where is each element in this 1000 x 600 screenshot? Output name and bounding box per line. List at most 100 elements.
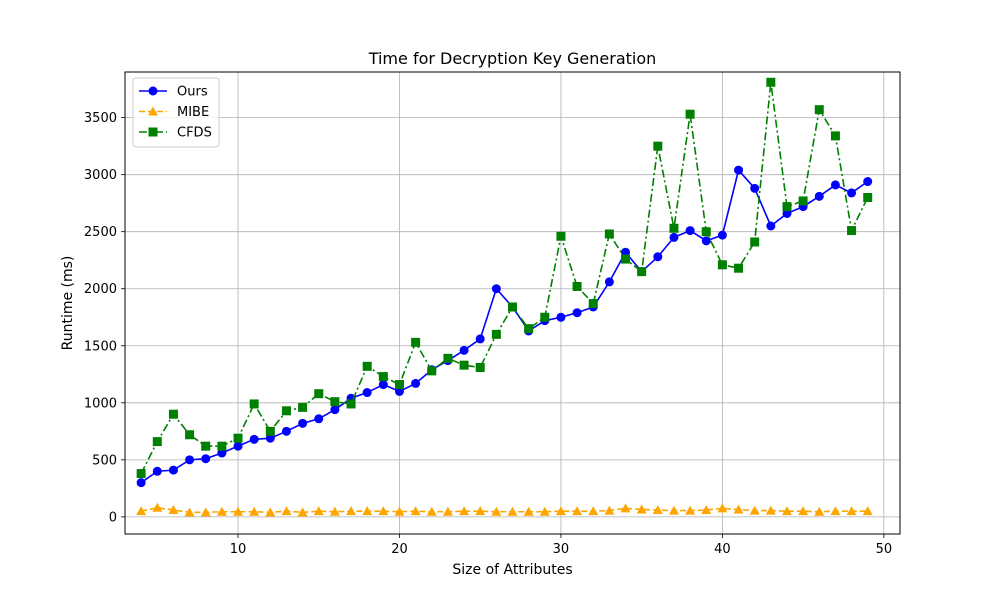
data-point-mibe (749, 505, 760, 515)
data-point-cfds (798, 196, 808, 206)
data-point-ours (685, 226, 695, 236)
data-point-cfds (330, 397, 340, 407)
series-ours (136, 165, 873, 488)
legend-item-mibe: MIBE (139, 105, 209, 120)
data-point-ours (766, 221, 776, 231)
data-point-ours (491, 284, 501, 294)
data-point-ours (653, 252, 663, 262)
data-point-ours (394, 386, 404, 396)
data-point-ours (217, 448, 227, 458)
y-tick-label: 1000 (84, 396, 117, 411)
data-point-mibe (523, 506, 534, 516)
data-point-mibe (814, 506, 825, 516)
legend-marker-ours (148, 86, 158, 96)
data-point-ours (249, 434, 259, 444)
data-point-ours (814, 191, 824, 201)
data-point-mibe (588, 506, 599, 516)
data-point-cfds (814, 105, 824, 115)
data-point-mibe (329, 506, 340, 516)
data-point-cfds (475, 362, 485, 372)
data-point-cfds (185, 430, 195, 440)
data-point-mibe (733, 504, 744, 514)
data-point-cfds (766, 77, 776, 87)
data-point-ours (330, 405, 340, 415)
y-tick-label: 0 (109, 510, 117, 525)
data-point-ours (572, 308, 582, 318)
data-point-cfds (394, 380, 404, 390)
data-point-mibe (313, 506, 324, 516)
x-axis-label: Size of Attributes (452, 562, 572, 578)
data-point-cfds (572, 281, 582, 291)
series-layer (136, 77, 873, 517)
x-tick-label: 30 (553, 542, 570, 557)
data-point-cfds (265, 426, 275, 436)
data-point-cfds (491, 329, 501, 339)
data-point-cfds (717, 260, 727, 270)
y-tick-label: 2000 (84, 282, 117, 297)
series-line-mibe (140, 506, 868, 514)
data-point-cfds (701, 227, 711, 237)
data-point-mibe (152, 502, 163, 512)
data-point-mibe (362, 506, 373, 516)
data-point-ours (734, 165, 744, 175)
series-mibe (136, 502, 873, 517)
x-tick-label: 50 (876, 542, 893, 557)
data-point-ours (378, 380, 388, 390)
series-line-ours (140, 168, 869, 484)
data-point-mibe (636, 504, 647, 514)
legend-label-mibe: MIBE (177, 105, 209, 120)
data-point-ours (669, 232, 679, 242)
data-point-mibe (604, 505, 615, 515)
data-point-mibe (426, 506, 437, 516)
data-point-mibe (701, 505, 712, 515)
data-point-cfds (217, 441, 227, 451)
y-tick-label: 2500 (84, 225, 117, 240)
data-point-cfds (201, 441, 211, 451)
chart-title: Time for Decryption Key Generation (368, 49, 657, 68)
data-point-cfds (281, 406, 291, 416)
data-point-mibe (765, 505, 776, 515)
data-point-cfds (152, 437, 162, 447)
data-point-ours (847, 188, 857, 198)
data-point-ours (152, 466, 162, 476)
data-point-ours (717, 230, 727, 240)
legend-label-cfds: CFDS (177, 126, 212, 141)
data-point-ours (830, 180, 840, 190)
legend-label-ours: Ours (177, 85, 208, 100)
data-point-mibe (717, 503, 728, 513)
data-point-mibe (233, 506, 244, 516)
data-point-mibe (378, 506, 389, 516)
data-point-mibe (249, 506, 260, 516)
data-point-ours (362, 388, 372, 398)
y-tick-label: 500 (92, 453, 117, 468)
x-tick-label: 40 (714, 542, 731, 557)
y-tick-label: 3500 (84, 111, 117, 126)
data-point-ours (701, 236, 711, 246)
data-point-mibe (216, 506, 227, 516)
data-point-ours (782, 208, 792, 218)
data-point-cfds (540, 312, 550, 322)
data-point-cfds (830, 131, 840, 141)
data-point-mibe (539, 506, 550, 516)
data-point-mibe (459, 506, 470, 516)
data-point-mibe (572, 506, 583, 516)
y-axis-label: Runtime (ms) (60, 256, 76, 351)
data-point-mibe (846, 506, 857, 516)
legend: Ours MIBE CFDS (132, 77, 220, 148)
data-point-mibe (830, 506, 841, 516)
data-point-cfds (734, 263, 744, 273)
data-point-cfds (378, 372, 388, 382)
data-point-cfds (427, 366, 437, 376)
data-point-ours (750, 183, 760, 193)
series-line-cfds (140, 82, 869, 474)
data-point-cfds (653, 141, 663, 151)
data-point-ours (314, 414, 324, 424)
data-point-ours (863, 177, 873, 187)
data-point-ours (556, 312, 566, 322)
data-point-mibe (168, 505, 179, 515)
data-point-cfds (863, 192, 873, 202)
legend-marker-cfds (148, 127, 158, 137)
data-point-mibe (685, 505, 696, 515)
data-point-ours (136, 478, 146, 488)
data-point-cfds (443, 353, 453, 363)
